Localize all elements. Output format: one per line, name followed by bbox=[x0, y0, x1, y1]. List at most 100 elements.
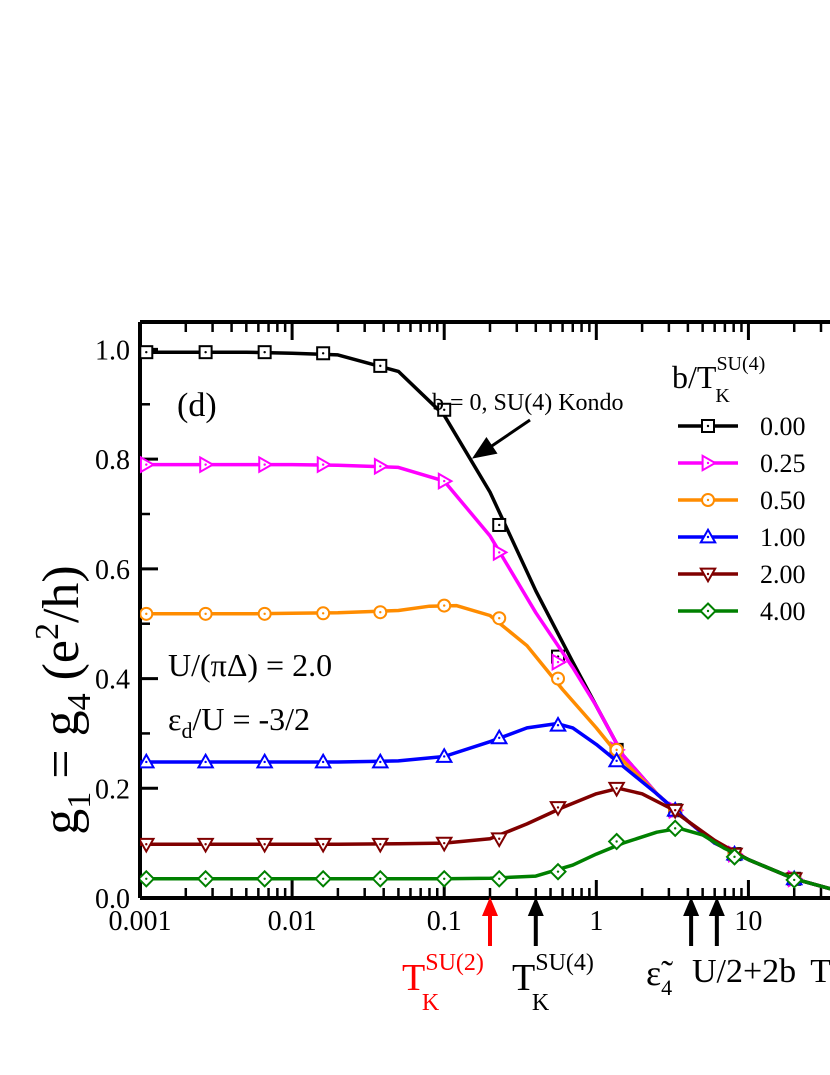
series-line-1.00 bbox=[140, 721, 830, 891]
series-0.50 bbox=[140, 598, 830, 891]
marker-dot bbox=[706, 498, 710, 502]
marker-dot bbox=[263, 877, 266, 880]
y-axis-label: g1 = g4 (e2/h) bbox=[29, 565, 98, 835]
marker-dot bbox=[145, 843, 148, 846]
marker-dot bbox=[145, 760, 148, 764]
energy-arrow-3 bbox=[708, 897, 725, 946]
series-2.00 bbox=[140, 781, 830, 891]
marker-dot bbox=[204, 760, 207, 764]
panel-label: (d) bbox=[177, 387, 217, 424]
marker-dot bbox=[706, 609, 710, 613]
marker-dot bbox=[379, 465, 382, 468]
tk-su4-label: TSU(4) K bbox=[512, 950, 594, 1016]
x-tick-label: 0.01 bbox=[268, 906, 317, 937]
marker-dot bbox=[673, 809, 677, 812]
marker-dot bbox=[204, 843, 207, 846]
series-0.00 bbox=[140, 345, 830, 891]
legend-entry-4.00: 4.00 bbox=[678, 597, 806, 626]
marker-dot bbox=[204, 350, 207, 354]
marker-dot bbox=[263, 760, 266, 764]
marker-dot bbox=[145, 612, 148, 616]
marker-dot bbox=[706, 424, 710, 428]
energy-arrow-head bbox=[527, 897, 544, 916]
marker-dot bbox=[204, 463, 207, 466]
marker-dot bbox=[793, 878, 796, 882]
marker-dot bbox=[321, 877, 325, 880]
marker-dot bbox=[443, 877, 446, 880]
legend-label: 0.50 bbox=[760, 486, 806, 515]
marker-dot bbox=[443, 755, 446, 758]
marker-dot bbox=[204, 877, 207, 880]
marker-dot bbox=[706, 535, 710, 539]
marker-dot bbox=[498, 617, 501, 620]
x-tick-label: 1 bbox=[589, 906, 603, 937]
kondo-annotation: b = 0, SU(4) Kondo bbox=[432, 390, 624, 416]
y-tick-label: 0.4 bbox=[95, 665, 130, 696]
marker-dot bbox=[443, 408, 446, 411]
series-line-0.00 bbox=[140, 350, 830, 891]
param-epsd-over-u: εd/U = -3/2 bbox=[168, 701, 310, 743]
energy-arrow-head bbox=[683, 897, 700, 916]
param-u-over-pi-delta: U/(πΔ) = 2.0 bbox=[168, 647, 332, 683]
marker-dot bbox=[556, 660, 560, 664]
marker-dot bbox=[615, 840, 618, 843]
legend-entry-2.00: 2.00 bbox=[678, 560, 806, 589]
marker-dot bbox=[556, 870, 560, 873]
marker-dot bbox=[263, 612, 266, 616]
energy-arrow-0 bbox=[482, 897, 498, 946]
plot-frame bbox=[138, 320, 830, 900]
marker-dot bbox=[498, 736, 501, 740]
tk-su2-label: TSU(2) K bbox=[402, 950, 484, 1016]
y-tick-label: 0.6 bbox=[95, 555, 130, 586]
marker-dot bbox=[498, 837, 501, 840]
marker-dot bbox=[263, 463, 266, 466]
marker-dot bbox=[321, 612, 325, 615]
marker-dot bbox=[263, 350, 266, 354]
marker-dot bbox=[321, 463, 325, 466]
marker-dot bbox=[706, 572, 710, 576]
series-1.00 bbox=[140, 715, 830, 891]
marker-dot bbox=[443, 479, 446, 483]
legend-label: 0.00 bbox=[760, 412, 806, 441]
marker-dot bbox=[556, 677, 560, 680]
series-line-4.00 bbox=[140, 826, 830, 891]
marker-dot bbox=[321, 352, 325, 355]
marker-dot bbox=[498, 877, 501, 880]
marker-dot bbox=[145, 350, 148, 354]
kondo-arrow-head bbox=[472, 437, 498, 459]
legend: 0.00 0.25 0.50 1.00 2.00 4.00 bbox=[678, 412, 806, 626]
annotations bbox=[472, 418, 725, 946]
marker-dot bbox=[321, 760, 325, 764]
marker-dot bbox=[379, 877, 382, 880]
marker-dot bbox=[379, 760, 382, 764]
legend-label: 2.00 bbox=[760, 560, 806, 589]
legend-entry-0.25: 0.25 bbox=[678, 449, 806, 478]
marker-dot bbox=[556, 724, 560, 727]
marker-dot bbox=[379, 610, 382, 614]
marker-dot bbox=[443, 841, 446, 845]
legend-label: 0.25 bbox=[760, 449, 806, 478]
marker-dot bbox=[145, 463, 148, 466]
marker-dot bbox=[615, 787, 618, 790]
legend-entry-0.00: 0.00 bbox=[678, 412, 806, 441]
marker-dot bbox=[145, 877, 148, 880]
eps4-label: ε̃4 bbox=[646, 953, 673, 1000]
energy-arrow-head bbox=[708, 897, 725, 916]
y-tick-label: 1.0 bbox=[95, 335, 130, 366]
legend-entry-1.00: 1.00 bbox=[678, 523, 806, 552]
legend-label: 4.00 bbox=[760, 597, 806, 626]
marker-dot bbox=[379, 364, 382, 368]
marker-dot bbox=[498, 523, 501, 527]
legend-entry-0.50: 0.50 bbox=[678, 486, 806, 515]
y-tick-label: 0.2 bbox=[95, 774, 130, 805]
energy-arrow-head bbox=[482, 897, 498, 916]
x-tick-label: 0.001 bbox=[109, 906, 172, 937]
legend-label: 1.00 bbox=[760, 523, 806, 552]
legend-title: b/TSU(4) K bbox=[672, 353, 765, 407]
energy-arrow-1 bbox=[527, 897, 544, 946]
x-tick-label: 10 bbox=[734, 906, 762, 937]
marker-dot bbox=[615, 759, 618, 763]
marker-dot bbox=[498, 551, 501, 554]
series-group bbox=[140, 345, 830, 891]
